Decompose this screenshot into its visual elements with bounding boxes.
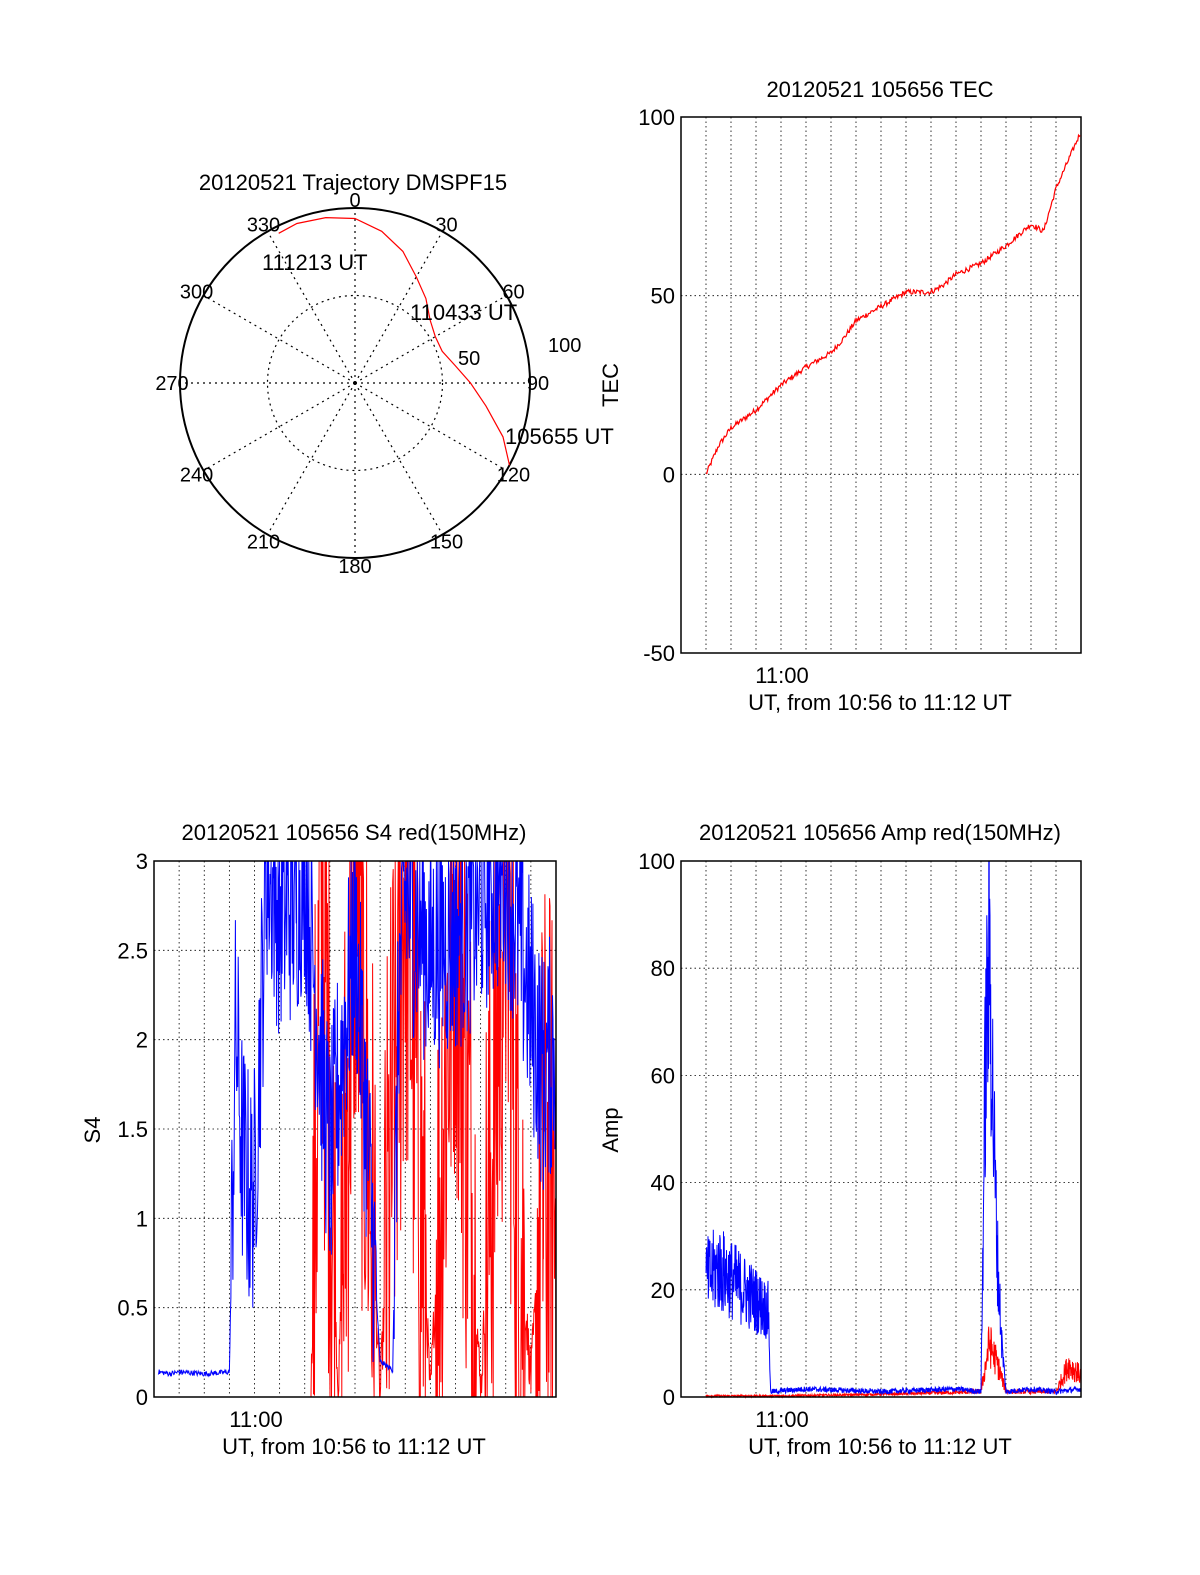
tec-x-tick-1100: 11:00 bbox=[755, 663, 808, 688]
polar-azimuth-label-300: 300 bbox=[180, 282, 213, 304]
trajectory-title: 20120521 Trajectory DMSPF15 bbox=[199, 170, 507, 195]
tec-y-axis-label: TEC bbox=[598, 363, 623, 407]
amp-y-tick-label: 100 bbox=[638, 849, 675, 874]
amp-panel: 20120521 105656 Amp red(150MHz) 0 20 40 60 8… bbox=[598, 820, 1082, 1459]
polar-azimuth-label-210: 210 bbox=[247, 531, 280, 553]
trajectory-line bbox=[278, 216, 511, 466]
s4-title: 20120521 105656 S4 red(150MHz) bbox=[182, 820, 527, 845]
s4-y-tick-label: 2.5 bbox=[117, 938, 148, 963]
s4-y-tick-label: 2 bbox=[136, 1028, 148, 1053]
polar-azimuth-label-0: 0 bbox=[349, 190, 360, 212]
polar-spoke-330 bbox=[266, 231, 356, 384]
amp-y-tick-label: 20 bbox=[651, 1278, 675, 1303]
polar-azimuth-label-180: 180 bbox=[338, 556, 371, 578]
s4-plot-frame bbox=[153, 860, 557, 1398]
amp-red-series-line bbox=[705, 1326, 1082, 1399]
polar-spoke-150 bbox=[354, 382, 444, 535]
polar-azimuth-label-330: 330 bbox=[247, 215, 280, 237]
s4-y-ticks: 0 0.5 1 1.5 2 2.5 3 bbox=[117, 849, 148, 1410]
polar-radial-label-100: 100 bbox=[548, 335, 581, 357]
amp-y-ticks: 0 20 40 60 80 100 bbox=[638, 849, 675, 1410]
polar-inner-circle-50 bbox=[266, 294, 444, 472]
tec-grid bbox=[681, 116, 1081, 654]
tec-y-tick-label: -50 bbox=[643, 641, 675, 666]
tec-y-tick-label: 100 bbox=[638, 105, 675, 130]
tec-title: 20120521 105656 TEC bbox=[766, 77, 993, 102]
s4-y-tick-label: 0.5 bbox=[117, 1296, 148, 1321]
polar-azimuth-label-270: 270 bbox=[155, 373, 188, 395]
polar-spoke-240 bbox=[203, 382, 356, 472]
tec-y-tick-label: 50 bbox=[651, 284, 675, 309]
tec-series-line bbox=[706, 133, 1081, 475]
s4-y-tick-label: 3 bbox=[136, 849, 148, 874]
amp-blue-series-line bbox=[705, 860, 1082, 1396]
s4-y-tick-label: 1 bbox=[136, 1206, 148, 1231]
polar-azimuth-label-60: 60 bbox=[502, 282, 524, 304]
polar-spoke-120 bbox=[354, 382, 507, 472]
polar-azimuth-labels: 0 30 60 90 120 150 180 210 240 270 300 330 bbox=[155, 190, 549, 578]
amp-x-axis-label: UT, from 10:56 to 11:12 UT bbox=[748, 1434, 1012, 1459]
polar-spoke-300 bbox=[203, 294, 356, 384]
polar-azimuth-label-120: 120 bbox=[497, 465, 530, 487]
polar-azimuth-label-240: 240 bbox=[180, 465, 213, 487]
amp-y-axis-label: Amp bbox=[598, 1107, 623, 1152]
trajectory-start-label: 105655 UT bbox=[505, 424, 614, 449]
tec-panel: 20120521 105656 TEC -50 0 50 100 11:00 UT, … bbox=[598, 77, 1082, 715]
amp-y-tick-label: 80 bbox=[651, 956, 675, 981]
polar-azimuth-label-90: 90 bbox=[527, 373, 549, 395]
amp-x-tick-1100: 11:00 bbox=[755, 1407, 808, 1432]
amp-y-tick-label: 60 bbox=[651, 1063, 675, 1088]
s4-y-tick-label: 1.5 bbox=[117, 1117, 148, 1142]
tec-x-axis-label: UT, from 10:56 to 11:12 UT bbox=[748, 690, 1012, 715]
polar-spoke-30 bbox=[354, 231, 444, 384]
amp-plot-frame bbox=[680, 860, 1082, 1398]
s4-y-axis-label: S4 bbox=[80, 1117, 105, 1144]
trajectory-end-label: 111213 UT bbox=[262, 250, 368, 275]
tec-plot-frame bbox=[680, 116, 1082, 654]
polar-radial-label-50: 50 bbox=[458, 348, 480, 370]
amp-y-tick-label: 40 bbox=[651, 1171, 675, 1196]
polar-spoke-210 bbox=[266, 382, 356, 535]
amp-y-tick-label: 0 bbox=[663, 1385, 675, 1410]
s4-x-axis-label: UT, from 10:56 to 11:12 UT bbox=[222, 1434, 486, 1459]
polar-azimuth-label-150: 150 bbox=[430, 531, 463, 553]
trajectory-panel: 20120521 Trajectory DMSPF15 0 30 60 90 120 15… bbox=[155, 170, 614, 578]
polar-spoke-60 bbox=[354, 294, 507, 384]
polar-spokes bbox=[180, 208, 530, 558]
trajectory-mid-label: 110433 UT bbox=[410, 300, 517, 325]
amp-title: 20120521 105656 Amp red(150MHz) bbox=[699, 820, 1061, 845]
s4-panel: 20120521 105656 S4 red(150MHz) 0 0.5 1 1.5 2… bbox=[80, 820, 557, 1459]
s4-y-tick-label: 0 bbox=[136, 1385, 148, 1410]
tec-y-ticks: -50 0 50 100 bbox=[638, 105, 675, 666]
tec-y-tick-label: 0 bbox=[663, 462, 675, 487]
polar-azimuth-label-30: 30 bbox=[435, 215, 457, 237]
s4-x-tick-1100: 11:00 bbox=[229, 1407, 282, 1432]
